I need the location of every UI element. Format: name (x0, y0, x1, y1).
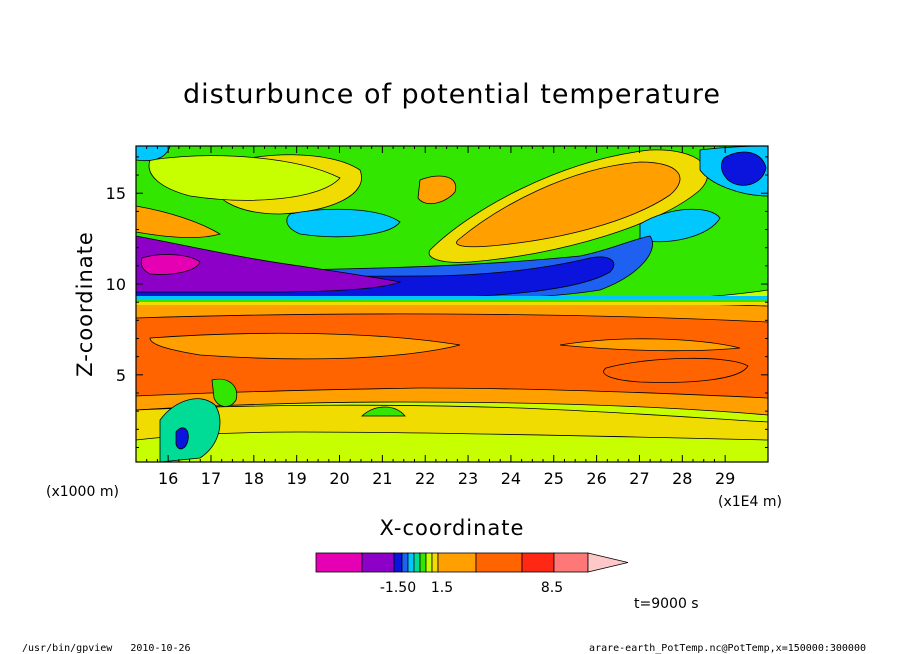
footer-left: /usr/bin/gpview 2010-10-26 (22, 643, 191, 654)
x-tick-label: 25 (544, 469, 564, 488)
region-mid-core-orange (149, 332, 461, 360)
region-low-yellow (136, 404, 768, 441)
colorbar-label: 1.5 (431, 580, 453, 596)
colorbar-swatch (401, 552, 409, 573)
region-left-turbulence-blue (175, 427, 189, 450)
colorbar-swatch (419, 552, 427, 573)
region-upper-small-orange (417, 175, 457, 205)
x-tick-label: 24 (501, 469, 521, 488)
region-cyan-right (639, 208, 721, 243)
region-purple-tongue (136, 235, 402, 293)
x-tick-label: 18 (244, 469, 264, 488)
region-upper-left-lightgreen (148, 155, 341, 201)
colorbar-swatch (315, 552, 363, 573)
time-label: t=9000 s (634, 596, 699, 612)
contour-field (136, 146, 768, 462)
x-tick-label: 28 (672, 469, 692, 488)
region-right-orange-blob (603, 357, 749, 383)
colorbar-swatch (361, 552, 395, 573)
x-tick-label: 19 (286, 469, 306, 488)
region-green-mound (360, 406, 406, 417)
region-left-green-streaks (211, 378, 238, 407)
region-cyan-mid (286, 208, 401, 238)
x-tick-label: 27 (629, 469, 649, 488)
x-tick-label: 29 (715, 469, 735, 488)
colorbar-swatch (553, 552, 589, 573)
region-left-turbulence (159, 398, 221, 462)
colorbar-swatch (425, 552, 433, 573)
x-tick-label: 20 (329, 469, 349, 488)
y-tick-label: 15 (106, 184, 126, 203)
region-right-orange-core (559, 338, 741, 352)
stripe-cyan (136, 296, 768, 299)
y-unit-label: (x1000 m) (46, 484, 119, 500)
region-upper-left-orange (136, 205, 221, 239)
colorbar-swatch (437, 552, 477, 573)
colorbar-swatch (413, 552, 421, 573)
colorbar-arrow (587, 552, 629, 573)
colorbar-label: -1.50 (380, 580, 416, 596)
x-axis-label: X-coordinate (380, 516, 525, 540)
colorbar-swatch (407, 552, 415, 573)
colorbar-swatch (393, 552, 403, 573)
colorbar (315, 552, 629, 573)
region-blue-topright (720, 151, 767, 186)
x-tick-label: 26 (586, 469, 606, 488)
colorbar-labels: -1.50 1.5 8.5 (380, 580, 563, 596)
y-axis-label: Z-coordinate (73, 231, 97, 377)
x-tick-label: 21 (372, 469, 392, 488)
x-tick-label: 17 (201, 469, 221, 488)
colorbar-swatch (475, 552, 523, 573)
x-tick-label: 22 (415, 469, 435, 488)
region-upper-orange-core (456, 161, 681, 248)
y-tick-label: 5 (116, 366, 126, 385)
y-axis: 5 10 15 (106, 156, 768, 448)
region-magenta-patch (140, 254, 201, 275)
x-axis: 16 17 18 19 20 21 22 23 24 25 26 27 28 29 (146, 146, 735, 488)
x-unit-label: (x1E4 m) (718, 494, 782, 510)
footer-right: arare-earth_PotTemp.nc@PotTemp,x=150000:… (589, 643, 866, 654)
chart-title: disturbunce of potential temperature (183, 79, 721, 110)
colorbar-label: 8.5 (541, 580, 563, 596)
y-tick-label: 10 (106, 275, 126, 294)
x-tick-label: 23 (458, 469, 478, 488)
colorbar-swatch (521, 552, 555, 573)
stripe-green (136, 299, 768, 302)
colorbar-swatch (431, 552, 439, 573)
plot-frame (135, 145, 769, 463)
x-tick-label: 16 (158, 469, 178, 488)
stripe-yellow (136, 302, 768, 305)
